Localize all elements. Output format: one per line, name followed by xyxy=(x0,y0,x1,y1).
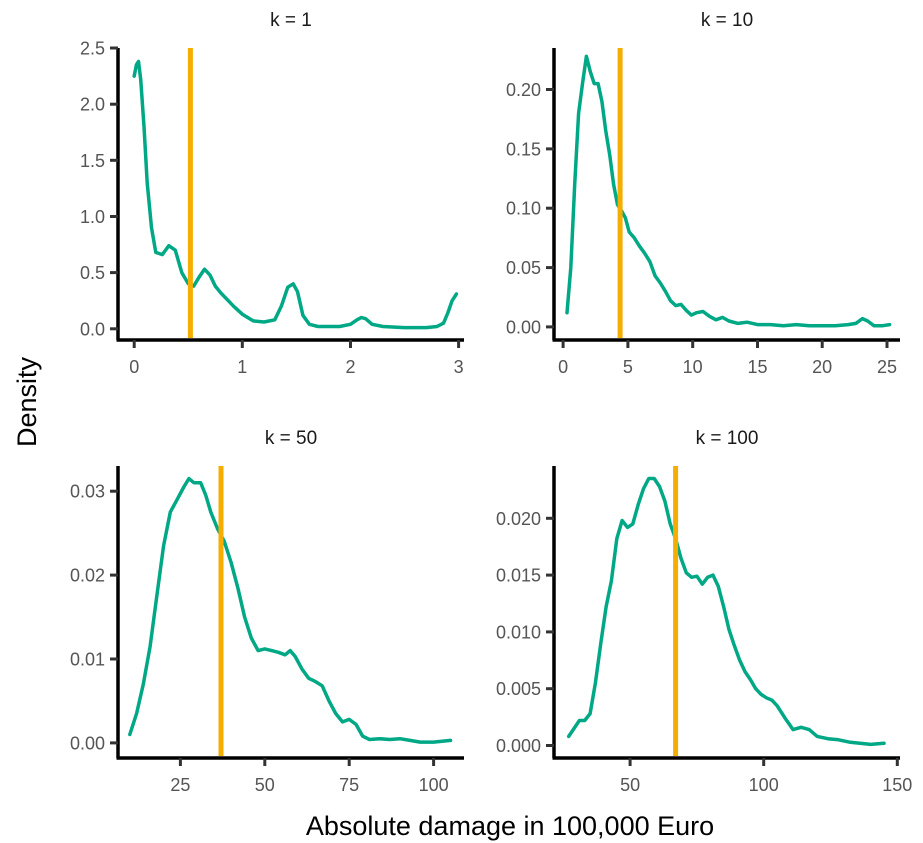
x-tick-label: 25 xyxy=(877,357,897,377)
density-curve xyxy=(565,54,892,328)
x-tick-label: 20 xyxy=(812,357,832,377)
x-tick-label: 15 xyxy=(747,357,767,377)
y-tick-label: 0.005 xyxy=(496,679,541,699)
x-tick-label: 10 xyxy=(683,357,703,377)
density-curve xyxy=(128,476,453,744)
x-tick-label: 0 xyxy=(558,357,568,377)
x-tick-label: 3 xyxy=(454,357,464,377)
y-tick-label: 0.02 xyxy=(70,566,105,586)
x-tick-label: 0 xyxy=(129,357,139,377)
x-tick-label: 100 xyxy=(749,775,779,795)
x-tick-label: 1 xyxy=(237,357,247,377)
y-tick-label: 0.20 xyxy=(506,80,541,100)
y-tick-label: 0.5 xyxy=(80,263,105,283)
y-tick-label: 0.10 xyxy=(506,199,541,219)
y-tick-label: 1.5 xyxy=(80,151,105,171)
x-tick-label: 25 xyxy=(170,775,190,795)
y-tick-label: 0.15 xyxy=(506,139,541,159)
x-tick-label: 75 xyxy=(339,775,359,795)
y-tick-label: 0.000 xyxy=(496,736,541,756)
x-tick-label: 50 xyxy=(255,775,275,795)
y-tick-label: 0.05 xyxy=(506,258,541,278)
x-tick-label: 50 xyxy=(620,775,640,795)
facet-title: k = 1 xyxy=(270,10,312,31)
facet-panel: k = 50 0.00 0.01 0.02 0.03 25 50 75 100 xyxy=(70,428,464,795)
x-tick-label: 150 xyxy=(882,775,912,795)
facet-panel: k = 1 0.0 0.5 1.0 1.5 2.0 2.5 0 1 2 3 xyxy=(80,10,464,377)
y-tick-label: 0.00 xyxy=(506,317,541,337)
y-tick-label: 1.0 xyxy=(80,207,105,227)
x-tick-label: 5 xyxy=(623,357,633,377)
y-tick-label: 0.01 xyxy=(70,650,105,670)
facet-title: k = 10 xyxy=(701,10,753,31)
y-tick-label: 0.010 xyxy=(496,622,541,642)
facet-title: k = 100 xyxy=(696,428,759,449)
y-tick-label: 0.03 xyxy=(70,482,105,502)
facet-panel: k = 100 0.000 0.005 0.010 0.015 0.020 50 100 150 xyxy=(496,428,912,795)
y-tick-label: 0.00 xyxy=(70,733,105,753)
y-tick-label: 0.020 xyxy=(496,509,541,529)
y-tick-label: 0.015 xyxy=(496,566,541,586)
density-curve xyxy=(132,59,459,330)
y-tick-label: 2.0 xyxy=(80,95,105,115)
y-axis-title: Density xyxy=(12,356,42,447)
facet-title: k = 50 xyxy=(265,428,317,449)
y-tick-label: 2.5 xyxy=(80,39,105,59)
x-tick-label: 2 xyxy=(345,357,355,377)
x-axis-title: Absolute damage in 100,000 Euro xyxy=(306,811,714,841)
y-tick-label: 0.0 xyxy=(80,319,105,339)
x-tick-label: 100 xyxy=(419,775,449,795)
density-curve xyxy=(566,476,886,747)
facet-panel: k = 10 0.00 0.05 0.10 0.15 0.20 0 5 10 15 20 25 xyxy=(506,10,900,377)
